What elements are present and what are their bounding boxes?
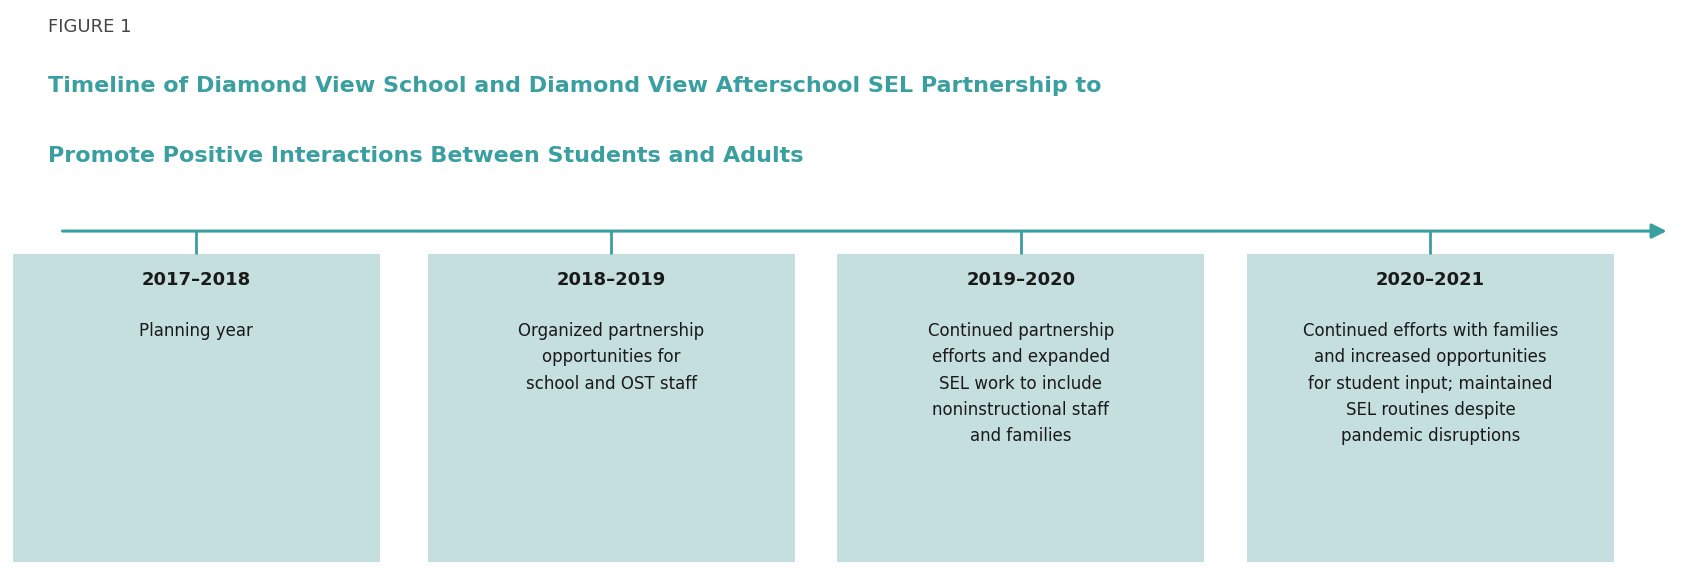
Bar — [14, 254, 379, 562]
Text: 2020–2021: 2020–2021 — [1376, 271, 1485, 289]
Text: Promote Positive Interactions Between Students and Adults: Promote Positive Interactions Between St… — [48, 146, 804, 166]
Text: 2017–2018: 2017–2018 — [142, 271, 251, 289]
Text: Planning year: Planning year — [140, 322, 253, 340]
Text: Timeline of Diamond View School and Diamond View Afterschool SEL Partnership to: Timeline of Diamond View School and Diam… — [48, 76, 1101, 96]
Text: Organized partnership
opportunities for
school and OST staff: Organized partnership opportunities for … — [517, 322, 705, 393]
Text: FIGURE 1: FIGURE 1 — [48, 18, 131, 36]
Text: 2018–2019: 2018–2019 — [556, 271, 666, 289]
Text: Continued efforts with families
and increased opportunities
for student input; m: Continued efforts with families and incr… — [1302, 322, 1558, 445]
Bar — [1246, 254, 1613, 562]
Bar — [836, 254, 1205, 562]
Bar — [427, 254, 795, 562]
Text: Continued partnership
efforts and expanded
SEL work to include
noninstructional : Continued partnership efforts and expand… — [927, 322, 1115, 445]
Text: 2019–2020: 2019–2020 — [966, 271, 1075, 289]
